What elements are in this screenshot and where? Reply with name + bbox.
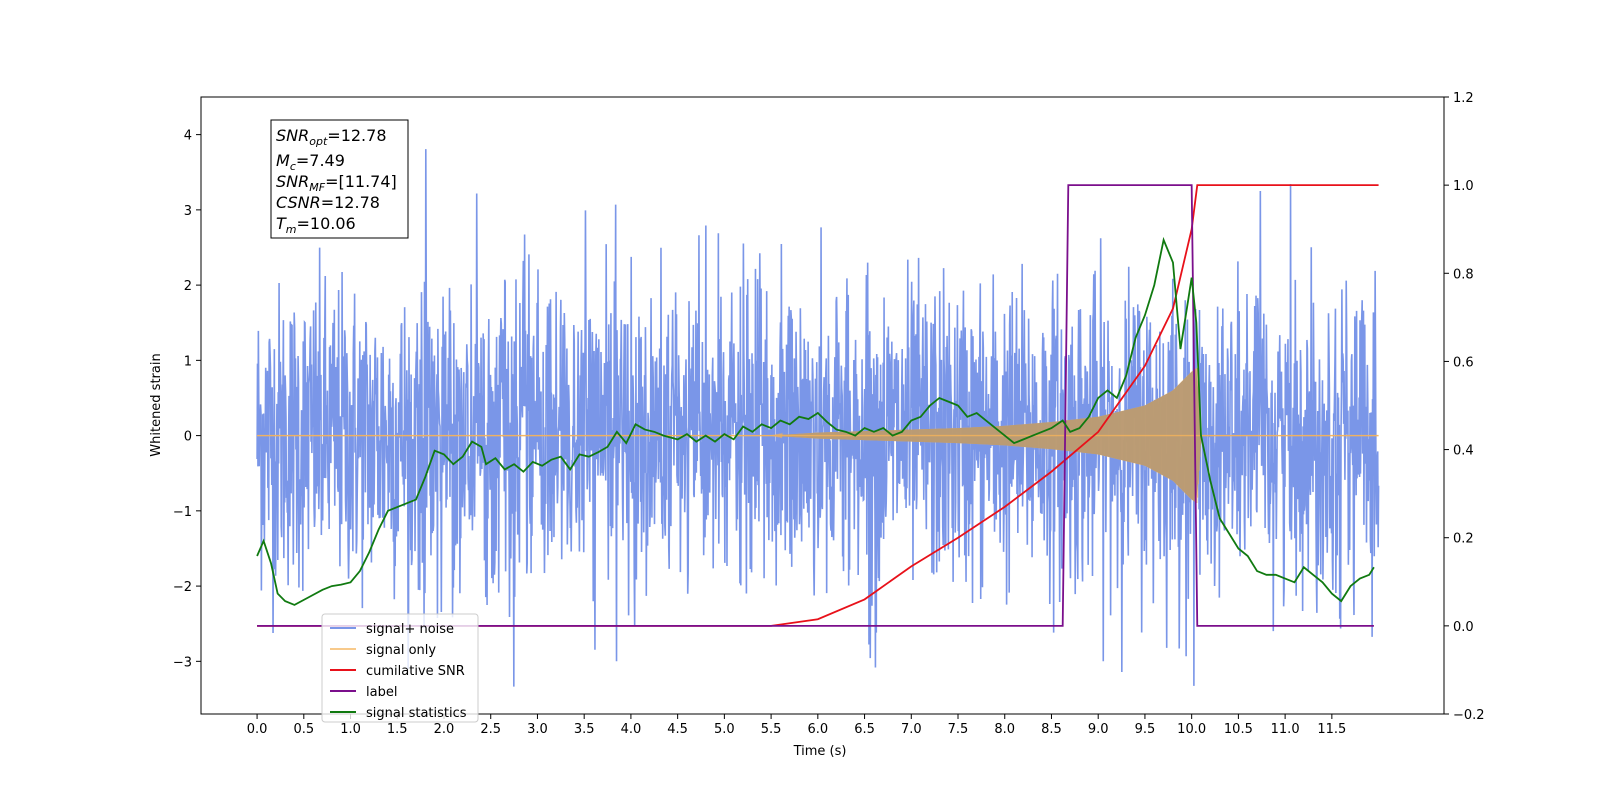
- x-tick-label: 8.5: [1041, 722, 1062, 737]
- y-left-tick-label: −2: [173, 580, 192, 595]
- info-annotation-box: SNRopt=12.78 Mc=7.49 SNRMF=[11.74] CSNR=…: [270, 119, 409, 239]
- y-right-tick-label: −0.2: [1453, 708, 1485, 723]
- series-cumilative-snr: [257, 184, 1379, 627]
- series-label: [257, 184, 1374, 627]
- series-signal-statistics: [256, 236, 1375, 606]
- info-csnr: CSNR=12.78: [276, 193, 380, 212]
- y-right-tick-label: 0.0: [1453, 620, 1474, 635]
- y-left-tick-label: 0: [184, 430, 192, 445]
- legend-entry-label: signal statistics: [366, 706, 467, 721]
- info-mc: Mc=7.49: [276, 151, 345, 173]
- y-axis-label: Whitened strain: [149, 353, 164, 456]
- series-layer: [256, 149, 1380, 687]
- y-axis-left: −3 −2 −1 0 1 2 3 4: [173, 129, 201, 670]
- legend-entry-label: signal+ noise: [366, 622, 454, 637]
- y-left-tick-label: −3: [173, 655, 192, 670]
- y-axis-right: −0.2 0.0 0.2 0.4 0.6 0.8 1.0 1.2: [1444, 91, 1485, 723]
- plot-frame: [200, 96, 1445, 715]
- x-tick-label: 4.0: [621, 722, 642, 737]
- series-signal-noise: [256, 149, 1380, 687]
- y-left-tick-label: −1: [173, 505, 192, 520]
- x-tick-label: 8.0: [994, 722, 1015, 737]
- x-tick-label: 7.5: [948, 722, 969, 737]
- y-left-tick-label: 1: [184, 354, 192, 369]
- y-right-tick-label: 0.8: [1453, 267, 1474, 282]
- x-axis-label: Time (s): [793, 744, 847, 759]
- y-right-tick-label: 0.2: [1453, 532, 1474, 547]
- y-left-tick-label: 4: [184, 129, 192, 144]
- x-tick-label: 6.0: [807, 722, 828, 737]
- x-tick-label: 3.5: [574, 722, 595, 737]
- x-tick-label: 6.5: [854, 722, 875, 737]
- x-tick-label: 0.0: [247, 722, 268, 737]
- x-tick-label: 2.0: [434, 722, 455, 737]
- legend: signal+ noise signal only cumilative SNR la…: [321, 613, 479, 723]
- x-tick-label: 3.0: [527, 722, 548, 737]
- x-tick-label: 11.5: [1317, 722, 1346, 737]
- x-tick-label: 9.5: [1135, 722, 1156, 737]
- x-tick-label: 11.0: [1271, 722, 1300, 737]
- info-snr-mf: SNRMF=[11.74]: [276, 172, 397, 194]
- y-left-tick-label: 2: [184, 279, 192, 294]
- info-tm: Tm=10.06: [276, 214, 356, 236]
- legend-entry-label: signal only: [366, 643, 436, 658]
- x-axis: 0.0 0.5 1.0 1.5 2.0 2.5 3.0 3.5 4.0 4.5 5.0 5.5 6.0 6…: [247, 714, 1346, 737]
- x-tick-label: 5.0: [714, 722, 735, 737]
- x-tick-label: 7.0: [901, 722, 922, 737]
- x-tick-label: 0.5: [293, 722, 314, 737]
- y-left-tick-label: 3: [184, 204, 192, 219]
- x-tick-label: 4.5: [667, 722, 688, 737]
- info-snr-opt: SNRopt=12.78: [276, 126, 387, 148]
- x-tick-label: 10.0: [1177, 722, 1206, 737]
- x-tick-label: 10.5: [1224, 722, 1253, 737]
- y-right-tick-label: 1.0: [1453, 179, 1474, 194]
- x-tick-label: 1.0: [340, 722, 361, 737]
- legend-entry-label: label: [366, 685, 397, 700]
- y-right-tick-label: 0.4: [1453, 444, 1474, 459]
- x-tick-label: 2.5: [480, 722, 501, 737]
- x-tick-label: 5.5: [761, 722, 782, 737]
- x-tick-label: 1.5: [387, 722, 408, 737]
- legend-frame: [321, 613, 479, 723]
- y-right-tick-label: 1.2: [1453, 91, 1474, 106]
- info-box-frame: [270, 119, 409, 239]
- x-tick-label: 9.0: [1088, 722, 1109, 737]
- y-right-tick-label: 0.6: [1453, 355, 1474, 370]
- legend-entry-label: cumilative SNR: [366, 664, 465, 679]
